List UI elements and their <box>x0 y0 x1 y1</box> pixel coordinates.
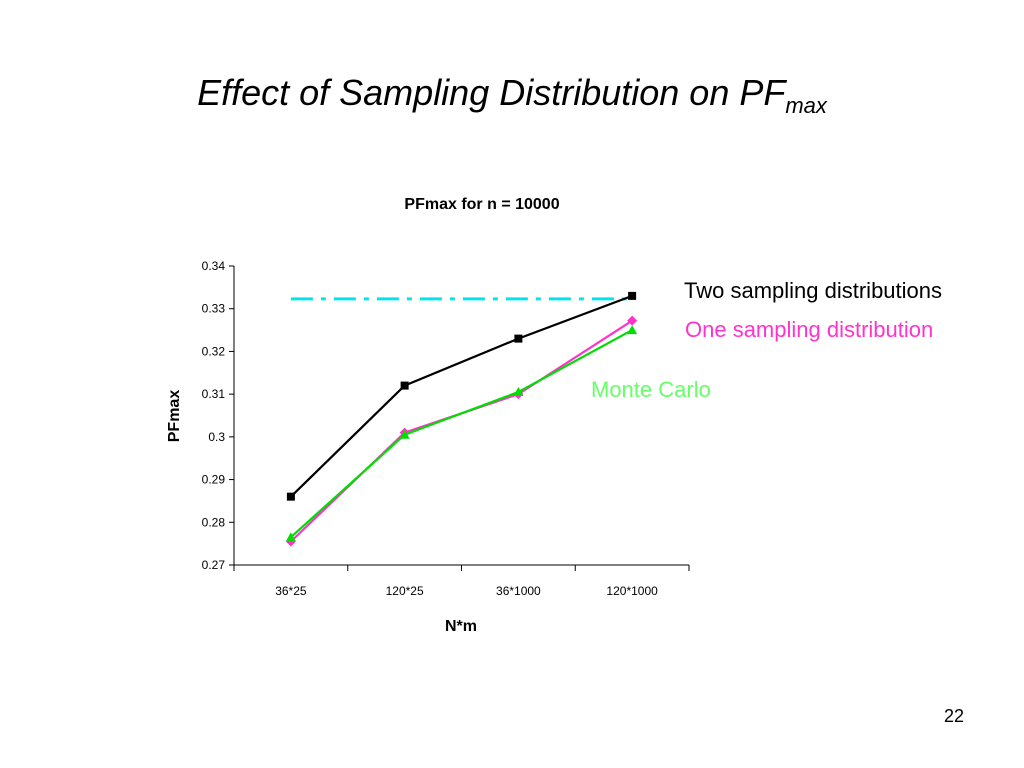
x-tick-label: 36*25 <box>275 584 307 598</box>
y-tick-label: 0.3 <box>208 430 225 444</box>
y-tick-label: 0.31 <box>202 387 226 401</box>
annotation-monte-carlo: Monte Carlo <box>591 377 711 403</box>
y-tick-label: 0.28 <box>202 515 226 529</box>
annotation-carlo-word: Carlo <box>658 377 711 402</box>
series-line <box>290 329 633 539</box>
y-tick-label: 0.27 <box>202 558 226 572</box>
data-point <box>400 381 409 390</box>
series-line <box>290 294 633 498</box>
x-tick-label: 120*25 <box>386 584 424 598</box>
chart-title: PFmax for n = 10000 <box>0 196 1024 214</box>
annotation-one-sampling: One sampling distribution <box>685 317 933 343</box>
x-axis-label: N*m <box>445 618 477 635</box>
data-point <box>627 315 638 326</box>
data-point <box>513 387 524 397</box>
y-tick-label: 0.32 <box>202 344 226 358</box>
slide-title-main: Effect of Sampling Distribution on PF <box>197 72 786 113</box>
data-point <box>627 325 638 335</box>
data-point <box>286 492 295 501</box>
y-tick-label: 0.34 <box>202 259 226 273</box>
y-tick-label: 0.29 <box>202 473 226 487</box>
y-tick-label: 0.33 <box>202 302 226 316</box>
slide-title: Effect of Sampling Distribution on PFmax <box>0 72 1024 119</box>
chart-axes: 0.27 0.28 0.29 0.3 0.31 0.32 0.33 0.34 36*25 120*… <box>202 259 690 598</box>
data-point <box>514 334 523 343</box>
x-tick-label: 120*1000 <box>606 584 658 598</box>
series-group <box>285 291 638 547</box>
data-point <box>285 532 296 542</box>
chart-title-text: PFmax for n = 10000 <box>404 196 560 213</box>
annotation-two-sampling: Two sampling distributions <box>684 278 942 304</box>
y-axis-label: PFmax <box>166 390 183 443</box>
slide-title-subscript: max <box>785 93 827 118</box>
series-line <box>290 319 633 543</box>
data-point <box>628 291 637 300</box>
data-point <box>399 429 410 439</box>
annotation-monte-word: Monte <box>591 377 653 402</box>
annotation-one-text: One sampling distribution <box>685 317 934 342</box>
page-number: 22 <box>943 706 964 726</box>
x-tick-label: 36*1000 <box>496 584 541 598</box>
annotation-two-text: Two sampling distributions <box>684 278 943 303</box>
